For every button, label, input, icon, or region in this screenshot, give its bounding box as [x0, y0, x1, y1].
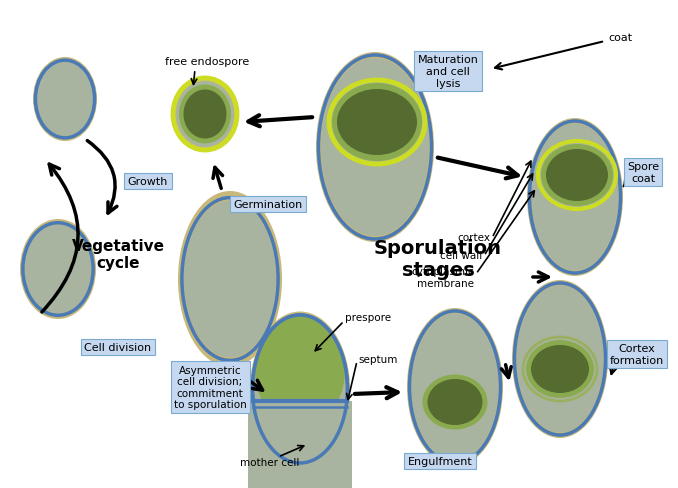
Ellipse shape	[184, 201, 276, 358]
Text: free endospore: free endospore	[165, 57, 250, 67]
Ellipse shape	[546, 150, 608, 202]
Ellipse shape	[526, 340, 594, 398]
Ellipse shape	[250, 312, 350, 467]
Text: Asymmetric
cell division;
commitment
to sporulation: Asymmetric cell division; commitment to …	[174, 365, 246, 409]
Text: prespore: prespore	[345, 312, 391, 323]
Ellipse shape	[407, 308, 503, 466]
Ellipse shape	[178, 192, 282, 367]
Ellipse shape	[20, 220, 96, 319]
Ellipse shape	[512, 281, 608, 438]
Ellipse shape	[316, 53, 434, 243]
Text: Engulfment: Engulfment	[407, 456, 473, 466]
Ellipse shape	[337, 90, 417, 156]
Ellipse shape	[428, 379, 483, 425]
Ellipse shape	[332, 84, 422, 162]
Text: cell wall: cell wall	[440, 250, 482, 261]
Ellipse shape	[527, 119, 623, 276]
Ellipse shape	[33, 58, 97, 142]
Ellipse shape	[37, 62, 94, 137]
Text: Spore
coat: Spore coat	[627, 162, 659, 183]
Ellipse shape	[422, 375, 487, 429]
Text: cortex: cortex	[457, 232, 490, 243]
Text: Cortex
formation: Cortex formation	[610, 344, 664, 365]
Text: mother cell: mother cell	[240, 457, 300, 467]
Ellipse shape	[541, 145, 613, 206]
Ellipse shape	[531, 346, 589, 393]
Ellipse shape	[321, 59, 429, 237]
Ellipse shape	[179, 85, 231, 144]
Ellipse shape	[176, 82, 234, 148]
Ellipse shape	[24, 225, 92, 314]
Text: coat: coat	[608, 33, 632, 43]
Text: Cell division: Cell division	[85, 342, 152, 352]
Ellipse shape	[532, 124, 618, 271]
Text: Maturation
and cell
lysis: Maturation and cell lysis	[418, 55, 479, 88]
Text: Growth: Growth	[128, 177, 168, 186]
Text: septum: septum	[358, 354, 397, 364]
Ellipse shape	[171, 77, 239, 153]
Text: cytoplasmic
membrane: cytoplasmic membrane	[412, 266, 474, 288]
Ellipse shape	[254, 318, 346, 461]
Text: Sporulation
stages: Sporulation stages	[374, 239, 502, 280]
Text: Germination: Germination	[233, 200, 302, 209]
Ellipse shape	[184, 90, 226, 139]
Text: Vegetative
cycle: Vegetative cycle	[71, 238, 165, 271]
Ellipse shape	[412, 314, 498, 461]
Bar	[248, 401, 352, 488]
Ellipse shape	[255, 316, 345, 426]
Ellipse shape	[517, 286, 603, 433]
